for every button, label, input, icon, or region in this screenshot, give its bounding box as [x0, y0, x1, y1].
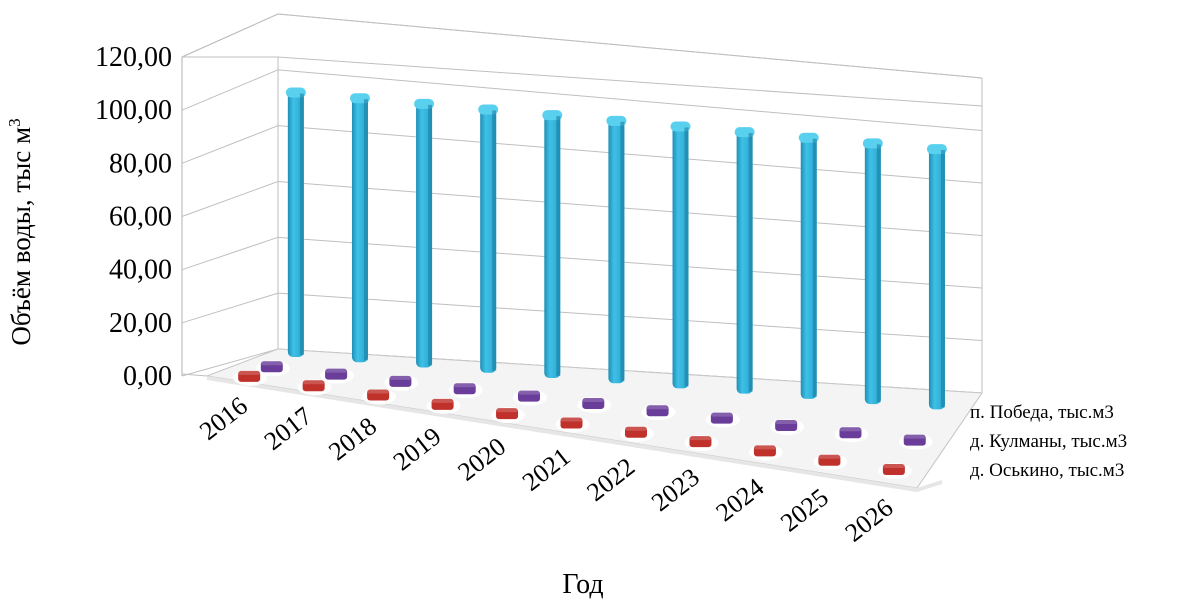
series-axis-labels: п. Победа, тыс.м3 д. Кулманы, тыс.м3 д. Ос…: [970, 402, 1127, 481]
bar: [555, 416, 590, 433]
x-tick-label: 2021: [517, 442, 576, 497]
bar: [898, 433, 933, 450]
bar: [414, 98, 435, 368]
bar: [926, 144, 947, 410]
bar: [670, 121, 691, 389]
y-tick-label: 80,00: [109, 148, 172, 179]
bar: [705, 411, 740, 428]
bar: [384, 374, 419, 391]
x-tick-label: 2020: [452, 432, 511, 487]
gridline: [181, 13, 983, 79]
x-tick-label: 2017: [259, 401, 318, 456]
y-tick-label: 20,00: [109, 308, 172, 339]
y-tick-label: 40,00: [109, 255, 172, 286]
y-tick-label: 100,00: [95, 95, 172, 126]
bar: [641, 404, 676, 421]
bar: [478, 104, 499, 373]
gridline: [181, 69, 983, 131]
x-tick-label: 2018: [323, 411, 382, 466]
y-tick-label: 60,00: [109, 202, 172, 233]
y-tick-label: 120,00: [95, 42, 172, 73]
bars: [233, 87, 947, 480]
x-tick-label: 2025: [775, 483, 834, 538]
y-axis-label: Объём воды, тыс м3: [5, 118, 36, 345]
bar: [285, 87, 306, 358]
y-tick-label: 0,00: [123, 361, 172, 392]
bar: [798, 132, 819, 399]
bar: [542, 110, 563, 378]
bar: [297, 379, 332, 396]
bar: [619, 425, 654, 442]
x-tick-label: 2022: [581, 452, 640, 507]
y-tick-labels: 0,00 20,00 40,00 60,00 80,00 100,00 120,00: [95, 42, 172, 392]
x-tick-label: 2026: [840, 493, 899, 548]
series-label: д. Оськино, тыс.м3: [970, 460, 1124, 481]
x-tick-label: 2023: [646, 462, 705, 517]
bar: [255, 360, 290, 377]
bar: [233, 369, 268, 386]
bar: [512, 389, 547, 406]
x-axis-label: Год: [562, 569, 603, 600]
bar: [834, 426, 869, 443]
bar: [734, 127, 755, 394]
x-tick-label: 2024: [710, 472, 769, 527]
bar: [684, 435, 719, 452]
x-tick-label: 2019: [388, 422, 447, 477]
series-label: п. Победа, тыс.м3: [970, 402, 1114, 423]
bar: [748, 444, 783, 461]
bar: [877, 463, 912, 480]
bar: [770, 418, 805, 435]
x-tick-label: 2016: [194, 391, 253, 446]
bar: [362, 388, 397, 405]
bar: [606, 115, 627, 384]
series-label: д. Кулманы, тыс.м3: [970, 431, 1127, 452]
bar: [448, 382, 483, 399]
bar: [577, 396, 612, 413]
bar: [320, 367, 355, 384]
bar: [862, 138, 883, 405]
bar: [491, 407, 526, 424]
bar: [813, 453, 848, 470]
bar: [426, 397, 461, 414]
bar: [349, 93, 370, 363]
